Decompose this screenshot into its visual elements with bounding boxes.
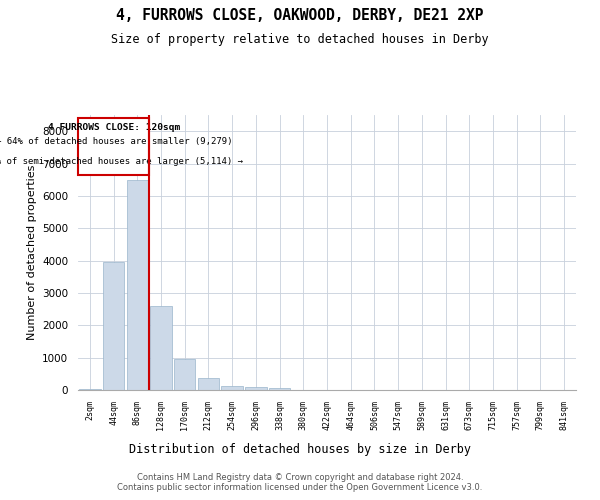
Text: Size of property relative to detached houses in Derby: Size of property relative to detached ho…: [111, 32, 489, 46]
Bar: [221, 386, 243, 390]
Bar: [127, 180, 148, 390]
Bar: [174, 360, 196, 390]
Bar: [245, 387, 266, 390]
Text: 4, FURROWS CLOSE, OAKWOOD, DERBY, DE21 2XP: 4, FURROWS CLOSE, OAKWOOD, DERBY, DE21 2…: [116, 8, 484, 22]
Text: 4 FURROWS CLOSE: 120sqm: 4 FURROWS CLOSE: 120sqm: [47, 123, 180, 132]
Text: 35% of semi-detached houses are larger (5,114) →: 35% of semi-detached houses are larger (…: [0, 158, 243, 166]
Y-axis label: Number of detached properties: Number of detached properties: [26, 165, 37, 340]
Text: Distribution of detached houses by size in Derby: Distribution of detached houses by size …: [129, 442, 471, 456]
Text: Contains HM Land Registry data © Crown copyright and database right 2024.
Contai: Contains HM Land Registry data © Crown c…: [118, 473, 482, 492]
Bar: [151, 306, 172, 390]
FancyBboxPatch shape: [79, 118, 149, 175]
Bar: [79, 389, 101, 390]
Bar: [103, 262, 124, 390]
Bar: [269, 388, 290, 390]
Bar: [198, 378, 219, 390]
Text: ← 64% of detached houses are smaller (9,279): ← 64% of detached houses are smaller (9,…: [0, 137, 232, 146]
